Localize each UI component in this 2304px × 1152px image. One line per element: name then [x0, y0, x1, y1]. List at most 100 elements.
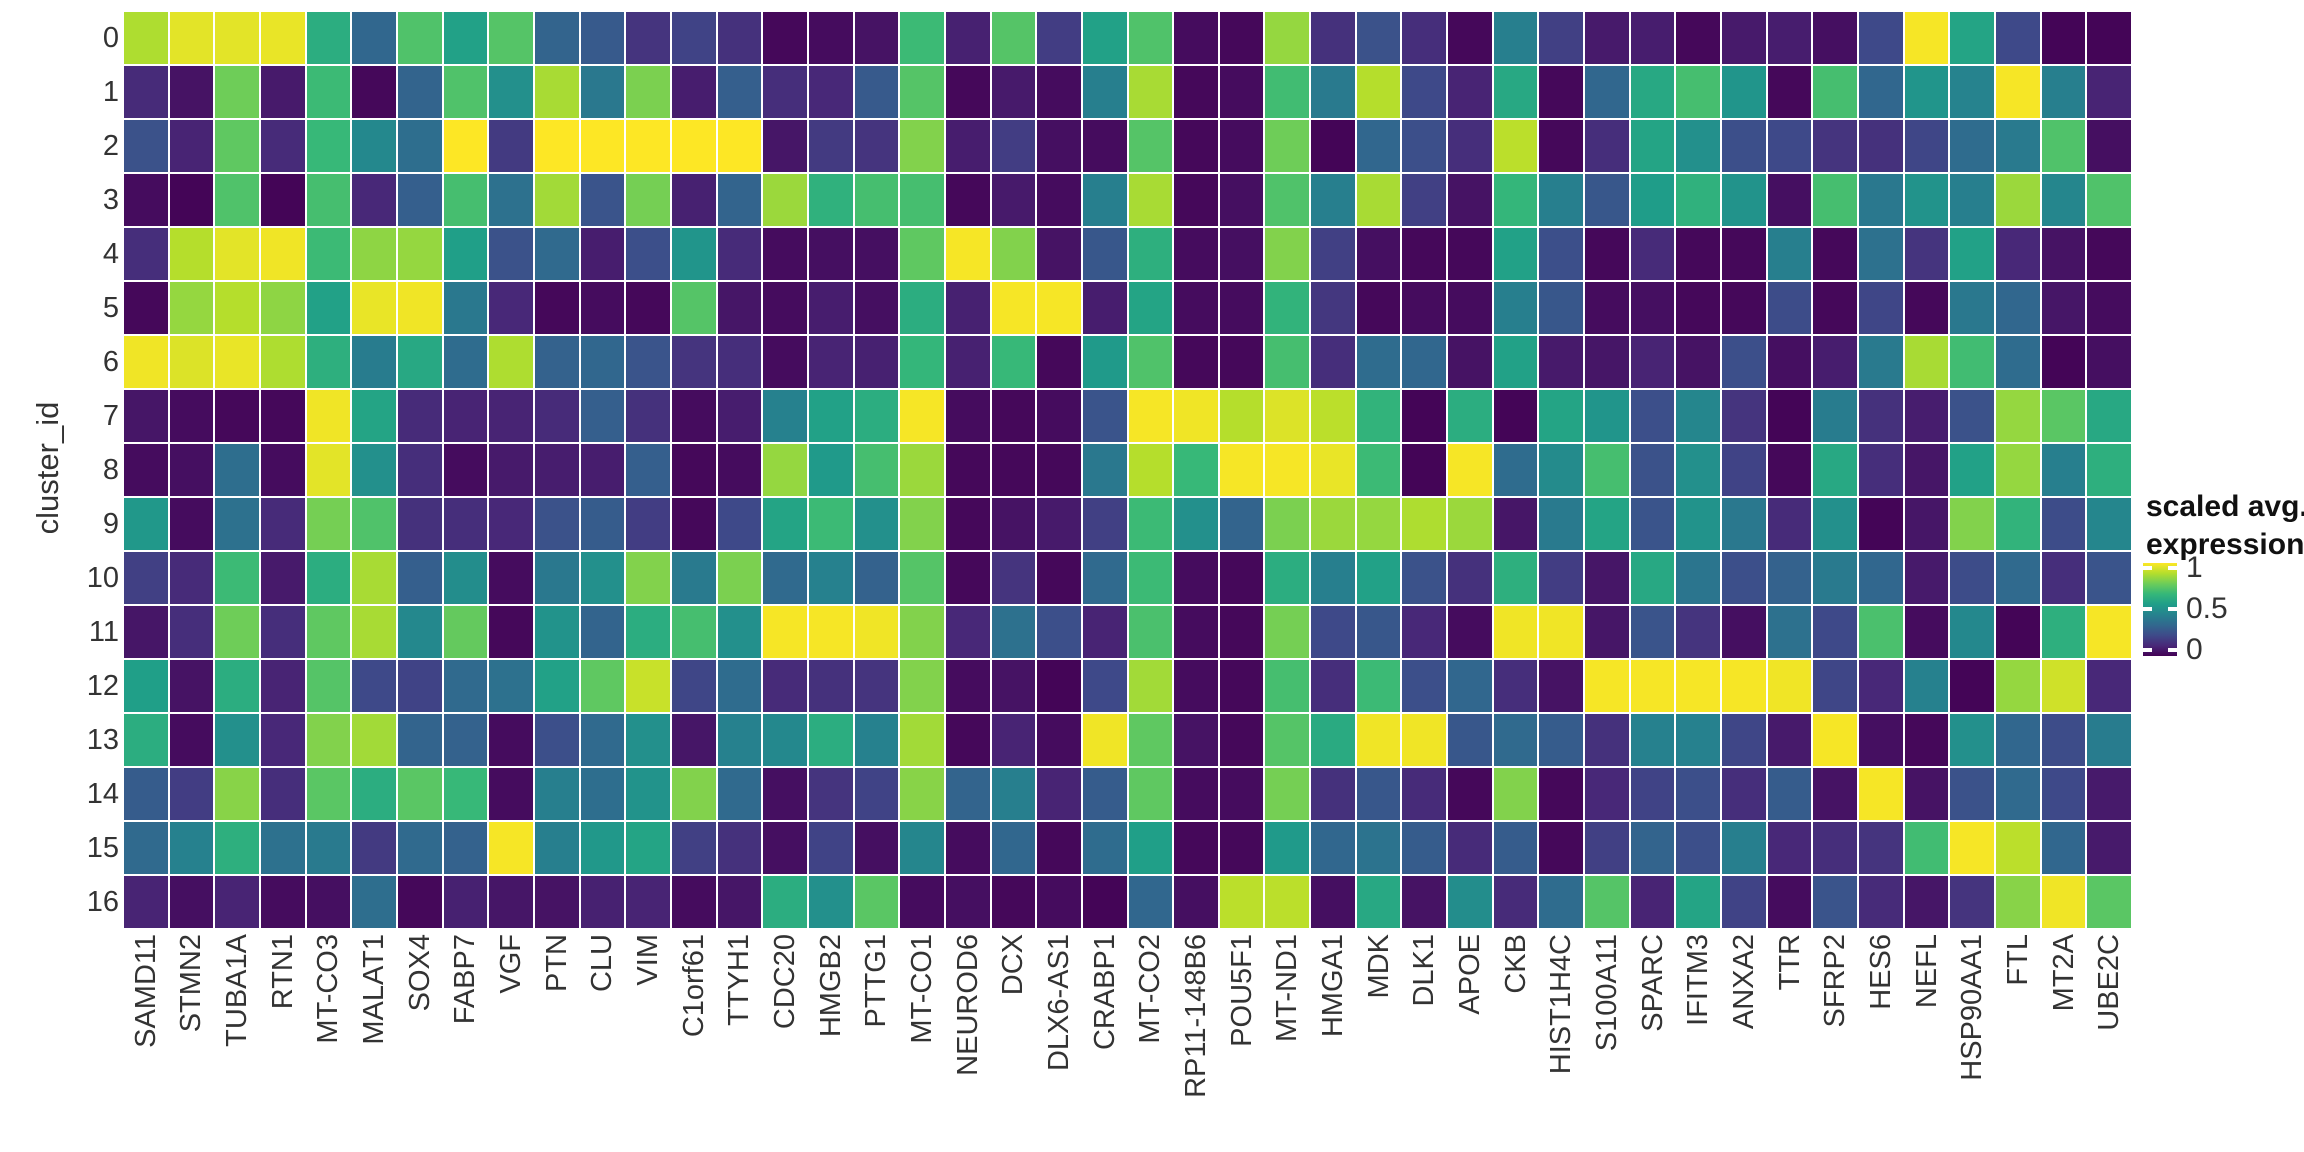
column-label: STMN2 — [175, 934, 208, 1033]
heatmap-cell — [1767, 606, 1812, 658]
heatmap-cell — [945, 714, 990, 766]
column-label: HIST1H4C — [1545, 934, 1578, 1075]
heatmap-cell — [1904, 876, 1949, 928]
heatmap-cell — [1996, 336, 2040, 388]
heatmap-cell — [1585, 12, 1629, 64]
heatmap-cell — [1402, 228, 1447, 280]
heatmap-cell — [1950, 606, 1995, 658]
heatmap-cell — [808, 768, 853, 820]
heatmap-cell — [124, 660, 168, 712]
heatmap-cell — [124, 282, 168, 334]
heatmap-cell — [1767, 390, 1812, 442]
column-label: TTR — [1773, 934, 1806, 991]
heatmap-cell — [2041, 444, 2086, 496]
heatmap-cell — [1904, 66, 1949, 118]
heatmap-cell — [626, 498, 670, 550]
heatmap-cell — [580, 768, 625, 820]
heatmap-cell — [1493, 390, 1538, 442]
heatmap-cell — [1767, 120, 1812, 172]
heatmap-cell — [1539, 12, 1584, 64]
heatmap-cell — [808, 228, 853, 280]
heatmap-cell — [489, 660, 533, 712]
heatmap-cell — [1676, 12, 1721, 64]
heatmap-cell — [580, 336, 625, 388]
heatmap-cell — [2041, 12, 2086, 64]
heatmap-cell — [671, 282, 716, 334]
heatmap-cell — [1402, 822, 1447, 874]
heatmap-cell — [945, 336, 990, 388]
column-label: APOE — [1453, 934, 1486, 1015]
heatmap-cell — [717, 336, 762, 388]
heatmap-cell — [260, 552, 305, 604]
heatmap-cell — [626, 228, 670, 280]
column-label: HES6 — [1864, 934, 1897, 1010]
heatmap-cell — [352, 336, 396, 388]
heatmap-cell — [1219, 498, 1264, 550]
heatmap-cell — [260, 228, 305, 280]
column-label: CKB — [1499, 934, 1532, 994]
heatmap-cell — [1265, 606, 1310, 658]
heatmap-cell — [1448, 876, 1492, 928]
heatmap-cell — [352, 282, 396, 334]
heatmap-cell — [1493, 660, 1538, 712]
column-label: FABP7 — [449, 934, 482, 1025]
heatmap-cell — [306, 174, 351, 226]
heatmap-cell — [808, 444, 853, 496]
column-label: CDC20 — [769, 934, 802, 1030]
heatmap-cell — [1128, 552, 1173, 604]
heatmap-cell — [717, 714, 762, 766]
heatmap-cell — [808, 822, 853, 874]
heatmap-cell — [991, 876, 1036, 928]
heatmap-cell — [2041, 498, 2086, 550]
heatmap-cell — [1904, 714, 1949, 766]
heatmap-cell — [1128, 120, 1173, 172]
heatmap-cell — [671, 174, 716, 226]
heatmap-cell — [306, 228, 351, 280]
heatmap-cell — [397, 174, 442, 226]
heatmap-cell — [1493, 768, 1538, 820]
heatmap-cell — [169, 822, 214, 874]
heatmap-cell — [1676, 390, 1721, 442]
heatmap-cell — [717, 498, 762, 550]
heatmap-cell — [1174, 12, 1218, 64]
heatmap-cell — [1402, 120, 1447, 172]
heatmap-cell — [1722, 498, 1766, 550]
heatmap-cell — [489, 66, 533, 118]
heatmap-cell — [945, 12, 990, 64]
heatmap-cell — [306, 282, 351, 334]
heatmap-cell — [1859, 228, 1903, 280]
heatmap-cell — [1356, 606, 1401, 658]
heatmap-cell — [1402, 282, 1447, 334]
heatmap-cell — [1174, 822, 1218, 874]
heatmap-cell — [1904, 552, 1949, 604]
heatmap-cell — [671, 876, 716, 928]
heatmap-cell — [489, 444, 533, 496]
heatmap-cell — [443, 498, 488, 550]
heatmap-cell — [1539, 174, 1584, 226]
heatmap-cell — [1630, 498, 1675, 550]
heatmap-cell — [1311, 336, 1355, 388]
legend-tick-label: 0.5 — [2186, 592, 2228, 625]
heatmap-cell — [991, 336, 1036, 388]
heatmap-cell — [717, 282, 762, 334]
heatmap-cell — [1265, 660, 1310, 712]
heatmap-cell — [489, 120, 533, 172]
heatmap-cell — [215, 768, 259, 820]
heatmap-cell — [808, 390, 853, 442]
heatmap-cell — [397, 66, 442, 118]
heatmap-cell — [1402, 768, 1447, 820]
heatmap-cell — [1448, 282, 1492, 334]
heatmap-cell — [1311, 552, 1355, 604]
heatmap-cell — [763, 822, 807, 874]
heatmap-cell — [1722, 336, 1766, 388]
heatmap-cell — [2087, 444, 2131, 496]
heatmap-cell — [397, 714, 442, 766]
heatmap-cell — [1996, 390, 2040, 442]
heatmap-cell — [534, 282, 579, 334]
heatmap-cell — [489, 498, 533, 550]
heatmap-cell — [124, 120, 168, 172]
heatmap-cell — [1996, 444, 2040, 496]
heatmap-cell — [1356, 876, 1401, 928]
heatmap-cell — [945, 282, 990, 334]
heatmap-cell — [1813, 876, 1858, 928]
